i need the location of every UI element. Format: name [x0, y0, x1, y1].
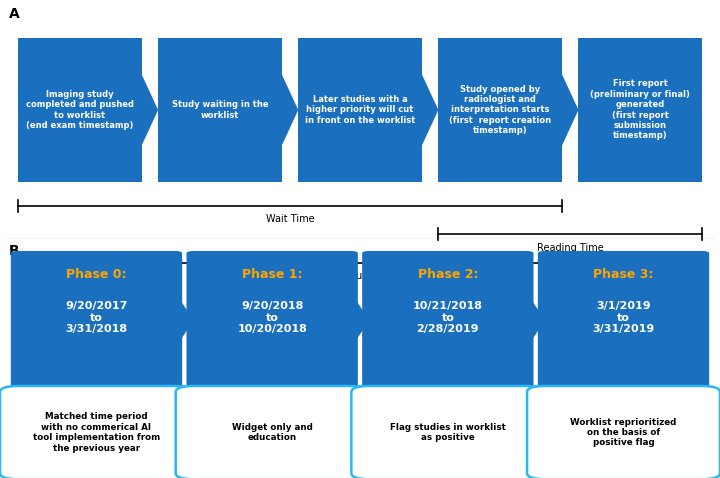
Text: Wait Time: Wait Time: [266, 214, 314, 224]
Text: Study waiting in the
worklist: Study waiting in the worklist: [171, 100, 269, 120]
Text: Widget only and
education: Widget only and education: [232, 423, 312, 442]
Text: 3/1/2019
to
3/31/2019: 3/1/2019 to 3/31/2019: [593, 301, 654, 334]
FancyBboxPatch shape: [298, 38, 422, 182]
Text: Imaging study
completed and pushed
to worklist
(end exam timestamp): Imaging study completed and pushed to wo…: [26, 90, 134, 130]
Text: B: B: [9, 244, 19, 258]
Text: Phase 3:: Phase 3:: [593, 268, 654, 281]
Polygon shape: [422, 74, 438, 146]
Polygon shape: [175, 292, 194, 348]
FancyBboxPatch shape: [538, 251, 709, 390]
FancyBboxPatch shape: [158, 38, 282, 182]
Text: Flag studies in worklist
as positive: Flag studies in worklist as positive: [390, 423, 505, 442]
Text: Report Turnaround Time (RTAT): Report Turnaround Time (RTAT): [284, 272, 436, 281]
FancyBboxPatch shape: [578, 38, 702, 182]
Polygon shape: [142, 74, 158, 146]
Polygon shape: [526, 292, 545, 348]
Polygon shape: [562, 74, 578, 146]
Polygon shape: [351, 292, 369, 348]
FancyBboxPatch shape: [176, 386, 369, 478]
Text: 9/20/2018
to
10/20/2018: 9/20/2018 to 10/20/2018: [237, 301, 307, 334]
FancyBboxPatch shape: [0, 386, 193, 478]
Text: 10/21/2018
to
2/28/2019: 10/21/2018 to 2/28/2019: [413, 301, 483, 334]
FancyBboxPatch shape: [186, 251, 358, 390]
Text: Phase 1:: Phase 1:: [242, 268, 302, 281]
FancyBboxPatch shape: [351, 386, 544, 478]
FancyBboxPatch shape: [438, 38, 562, 182]
Text: 9/20/2017
to
3/31/2018: 9/20/2017 to 3/31/2018: [66, 301, 127, 334]
FancyBboxPatch shape: [11, 251, 182, 390]
Text: Matched time period
with no commerical AI
tool implementation from
the previous : Matched time period with no commerical A…: [33, 413, 160, 453]
Text: Phase 2:: Phase 2:: [418, 268, 478, 281]
Text: Phase 0:: Phase 0:: [66, 268, 127, 281]
FancyBboxPatch shape: [18, 38, 142, 182]
Text: Worklist reprioritized
on the basis of
positive flag: Worklist reprioritized on the basis of p…: [570, 418, 677, 447]
Text: Study opened by
radiologist and
interpretation starts
(first  report creation
ti: Study opened by radiologist and interpre…: [449, 85, 552, 135]
Text: First report
(preliminary or final)
generated
(first report
submission
timestamp: First report (preliminary or final) gene…: [590, 79, 690, 141]
FancyBboxPatch shape: [362, 251, 534, 390]
Text: Later studies with a
higher priority will cut
in front on the worklist: Later studies with a higher priority wil…: [305, 95, 415, 125]
Text: Reading Time: Reading Time: [537, 243, 603, 252]
Text: A: A: [9, 7, 19, 21]
Polygon shape: [282, 74, 298, 146]
FancyBboxPatch shape: [527, 386, 720, 478]
